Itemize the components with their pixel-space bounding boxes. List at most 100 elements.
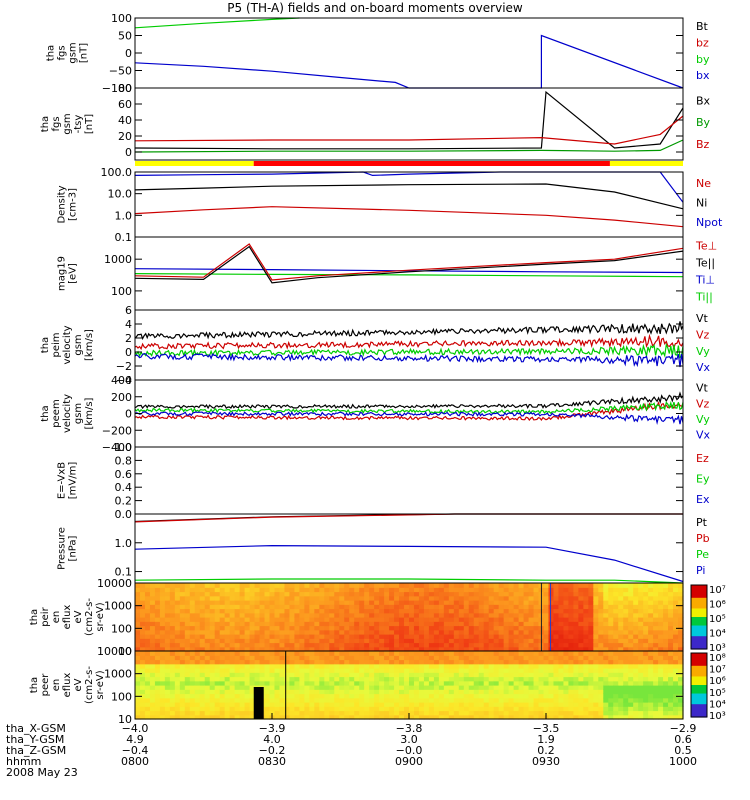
heatmap-cell [503, 604, 510, 610]
heatmap-cell [503, 685, 510, 690]
heatmap-cell [219, 668, 226, 673]
heatmap-cell [184, 617, 191, 622]
heatmap-cell [433, 672, 440, 678]
heatmap-cell [389, 672, 395, 678]
heatmap-cell [174, 617, 181, 622]
heatmap-cell [149, 710, 156, 716]
heatmap-cell [169, 604, 176, 610]
heatmap-cell [359, 629, 365, 635]
heatmap-cell [623, 642, 629, 648]
heatmap-cell [239, 646, 246, 652]
heatmap-cell [668, 617, 674, 622]
heatmap-cell [174, 595, 181, 601]
heatmap-cell [648, 629, 654, 635]
heatmap-cell [483, 685, 490, 690]
heatmap-cell [324, 638, 330, 644]
heatmap-cell [648, 651, 654, 656]
heatmap-cell [533, 685, 540, 690]
heatmap-cell [219, 714, 226, 720]
heatmap-cell [384, 646, 390, 652]
heatmap-cell [364, 663, 370, 669]
heatmap-cell [553, 714, 560, 720]
heatmap-cell [364, 710, 370, 716]
colorbar-cell [691, 678, 707, 682]
heatmap-cell [259, 676, 266, 682]
heatmap-cell [508, 587, 515, 593]
colorbar-cell [691, 704, 707, 707]
heatmap-cell [239, 583, 246, 588]
heatmap-cell [394, 634, 400, 639]
heatmap-cell [638, 659, 644, 665]
heatmap-cell [563, 680, 570, 686]
heatmap-cell [658, 651, 664, 656]
heatmap-cell [563, 672, 570, 678]
heatmap-cell [638, 697, 644, 703]
heatmap-cell [658, 659, 664, 665]
heatmap-cell [224, 672, 231, 678]
heatmap-cell [394, 663, 400, 669]
heatmap-cell [638, 600, 644, 605]
heatmap-cell [354, 629, 360, 635]
heatmap-cell [189, 697, 196, 703]
heatmap-cell [568, 693, 574, 699]
heatmap-cell [673, 668, 679, 673]
heatmap-cell [428, 706, 435, 712]
heatmap-cell [608, 680, 614, 686]
heatmap-cell [219, 676, 226, 682]
heatmap-cell [553, 659, 560, 665]
heatmap-cell [578, 608, 584, 614]
heatmap-cell [344, 651, 350, 656]
heatmap-cell [294, 625, 300, 631]
heatmap-cell [613, 668, 619, 673]
heatmap-cell [294, 706, 300, 712]
y-tick-label: 0.6 [115, 468, 133, 481]
heatmap-cell [199, 680, 206, 686]
heatmap-cell [473, 587, 480, 593]
heatmap-cell [478, 668, 485, 673]
heatmap-cell [349, 651, 355, 656]
heatmap-cell [259, 608, 266, 614]
heatmap-cell [224, 685, 231, 690]
heatmap-cell [249, 600, 256, 605]
heatmap-cell [174, 591, 181, 597]
heatmap-cell [673, 634, 679, 639]
heatmap-cell [249, 693, 256, 699]
heatmap-cell [314, 591, 320, 597]
heatmap-cell [224, 655, 231, 661]
heatmap-cell [394, 689, 400, 695]
heatmap-cell [384, 591, 390, 597]
heatmap-cell [389, 621, 395, 627]
heatmap-cell [284, 638, 291, 644]
heatmap-cell [334, 621, 340, 627]
heatmap-cell [179, 621, 186, 627]
heatmap-cell [339, 612, 345, 618]
heatmap-cell [613, 591, 619, 597]
heatmap-cell [149, 629, 156, 635]
heatmap-cell [448, 587, 455, 593]
heatmap-cell [453, 600, 460, 605]
y-tick-label: 0.1 [115, 231, 133, 244]
heatmap-cell [538, 714, 545, 720]
heatmap-cell [189, 621, 196, 627]
heatmap-cell [513, 706, 520, 712]
heatmap-cell [533, 689, 540, 695]
heatmap-cell [618, 621, 624, 627]
heatmap-cell [234, 634, 241, 639]
heatmap-cell [179, 676, 186, 682]
heatmap-cell [239, 642, 246, 648]
heatmap-cell [628, 608, 634, 614]
heatmap-cell [354, 587, 360, 593]
heatmap-cell [573, 693, 579, 699]
heatmap-cell [603, 693, 609, 699]
heatmap-cell [194, 600, 201, 605]
heatmap-cell [239, 668, 246, 673]
heatmap-cell [154, 655, 161, 661]
heatmap-cell [279, 583, 286, 588]
heatmap-cell [598, 612, 604, 618]
heatmap-cell [503, 634, 510, 639]
heatmap-cell [598, 702, 604, 707]
heatmap-cell [658, 629, 664, 635]
heatmap-cell [264, 600, 271, 605]
heatmap-cell [264, 587, 271, 593]
heatmap-cell [139, 697, 146, 703]
